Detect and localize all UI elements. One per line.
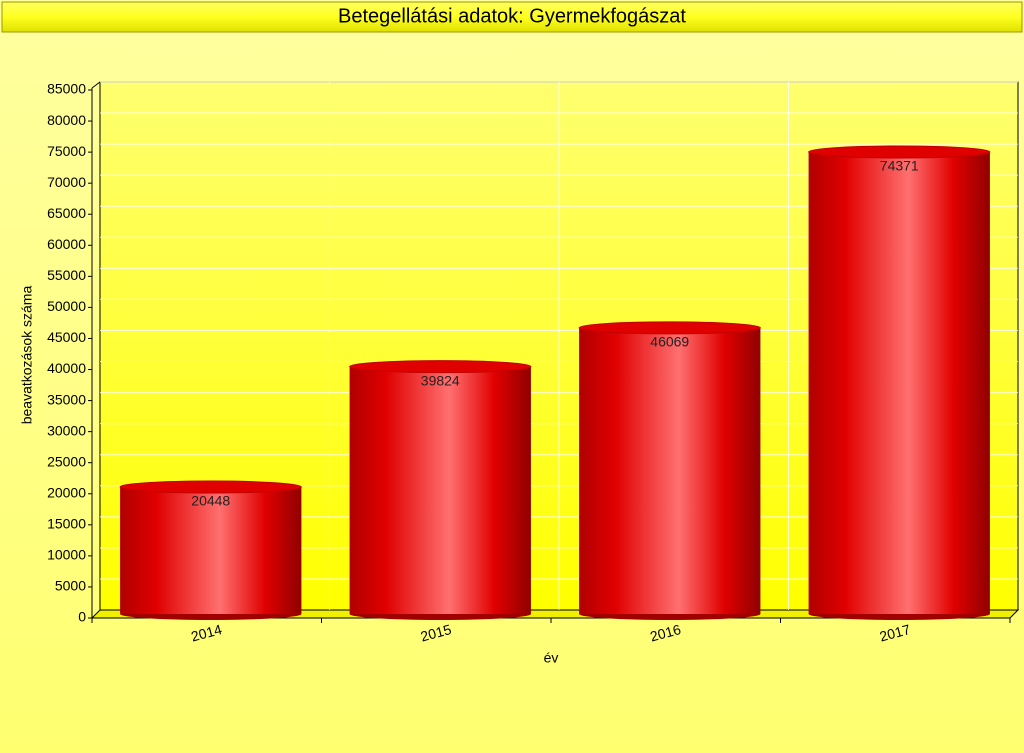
y-tick-label: 85000 xyxy=(47,81,86,97)
y-tick-label: 10000 xyxy=(47,547,86,563)
bar-top xyxy=(119,480,302,494)
bar-top xyxy=(808,145,991,159)
value-label: 20448 xyxy=(191,493,230,509)
y-tick-label: 45000 xyxy=(47,329,86,345)
y-tick-label: 80000 xyxy=(47,112,86,128)
y-tick-label: 30000 xyxy=(47,422,86,438)
title-bar xyxy=(1,1,1023,33)
y-tick-label: 15000 xyxy=(47,516,86,532)
y-tick-label: 65000 xyxy=(47,205,86,221)
y-tick-label: 70000 xyxy=(47,174,86,190)
bar-top xyxy=(578,321,761,335)
bar-top xyxy=(349,360,532,374)
value-label: 74371 xyxy=(880,158,919,174)
y-tick-label: 0 xyxy=(78,609,86,625)
bar xyxy=(120,486,302,614)
x-tick-label: 2016 xyxy=(648,621,682,645)
y-axis-label: beavatkozások száma xyxy=(19,286,35,425)
x-tick-label: 2014 xyxy=(189,621,223,645)
chart-title: Betegellátási adatok: Gyermekfogászat xyxy=(338,5,686,27)
bar xyxy=(579,327,761,614)
bar xyxy=(808,152,990,614)
value-label: 39824 xyxy=(421,372,460,388)
x-tick-label: 2017 xyxy=(878,621,912,645)
y-tick-label: 35000 xyxy=(47,391,86,407)
bar xyxy=(349,366,531,614)
y-tick-label: 25000 xyxy=(47,453,86,469)
y-tick-label: 40000 xyxy=(47,360,86,376)
x-tick-label: 2015 xyxy=(419,621,453,645)
y-tick-label: 60000 xyxy=(47,236,86,252)
value-label: 46069 xyxy=(650,334,689,350)
y-tick-label: 5000 xyxy=(55,578,86,594)
y-tick-label: 55000 xyxy=(47,267,86,283)
y-tick-label: 50000 xyxy=(47,298,86,314)
y-axis-edge xyxy=(91,81,101,89)
y-tick-label: 20000 xyxy=(47,484,86,500)
x-axis-label: év xyxy=(544,650,559,666)
y-tick-label: 75000 xyxy=(47,143,86,159)
